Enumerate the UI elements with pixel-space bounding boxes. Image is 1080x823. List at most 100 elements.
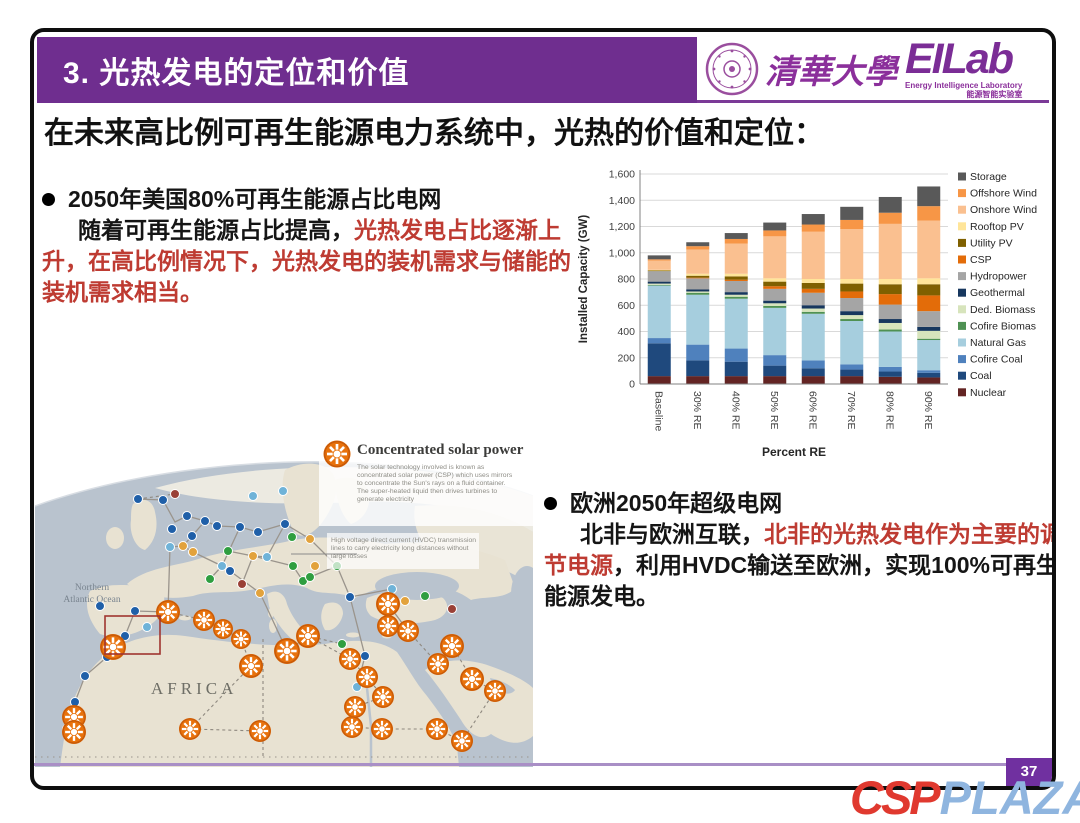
legend-swatch [958, 371, 966, 380]
legend-swatch [958, 238, 966, 247]
bullet1-text-red: 光热发电占比逐渐上升，在高比例情况下，光热发电的装机需求与储能的装机需求相当。 [42, 217, 571, 305]
legend-swatch [958, 288, 966, 297]
x-tick-label: 90% RE [922, 391, 934, 430]
bar-segment [878, 223, 902, 279]
bar-segment [724, 273, 748, 277]
bar-segment [763, 222, 787, 231]
bar-segment [647, 343, 671, 377]
legend-swatch [958, 222, 966, 231]
svg-text:200: 200 [617, 352, 635, 364]
bar-segment [686, 294, 710, 345]
bar-segment [840, 311, 864, 316]
legend-swatch [958, 255, 966, 264]
bar-segment [840, 206, 864, 220]
bar-segment [917, 330, 941, 339]
bar-segment [840, 291, 864, 299]
bar-segment [686, 344, 710, 361]
bar-segment [840, 229, 864, 279]
bar-segment [686, 289, 710, 292]
bar-segment [647, 285, 671, 339]
bar-segment [917, 338, 941, 341]
csp-legend-icon [322, 439, 352, 469]
bar-segment [801, 292, 825, 306]
bar-segment [763, 355, 787, 366]
legend-swatch [958, 172, 966, 181]
legend-swatch [958, 338, 966, 347]
bar-segment [801, 279, 825, 283]
legend-swatch [958, 355, 966, 364]
x-tick-label: 70% RE [845, 391, 857, 430]
bar-segment [917, 370, 941, 373]
bar-segment [763, 307, 787, 356]
legend-label: Onshore Wind [970, 204, 1037, 216]
csp-supergrid-map: Northern Atlantic Ocean AFRICA Concentra… [35, 436, 533, 767]
bullet2-text-red: 北非的光热发电作为主要的调节电源 [544, 521, 1056, 578]
eilab-subtitle-en: Energy Intelligence Laboratory [905, 81, 1023, 90]
y-axis-title: Installed Capacity (GW) [578, 215, 590, 344]
bullet2-text-black2: ，利用HVDC输送至欧洲，实现100%可再生能源发电。 [544, 552, 1056, 609]
bar-segment [647, 255, 671, 260]
chart-legend: Storage Offshore Wind Onshore Wind Rooftop … [958, 171, 1037, 399]
bar-segment [647, 338, 671, 344]
bar-segment [724, 276, 748, 280]
bar-segment [917, 340, 941, 371]
bar-segment [724, 294, 748, 297]
bar-segment [763, 230, 787, 237]
bar-segment [647, 271, 671, 282]
bar-segment [917, 295, 941, 312]
bar-segment [724, 238, 748, 244]
bar-segment [763, 303, 787, 306]
bar-segment [724, 361, 748, 377]
logo-box: 清華大學 EILab Energy Intelligence Laborator… [697, 37, 1049, 103]
bar-segment [686, 275, 710, 278]
bar-segment [763, 236, 787, 279]
svg-text:1,000: 1,000 [609, 247, 635, 259]
bar-segment [878, 322, 902, 330]
bar-segment [840, 219, 864, 230]
bar-segment [801, 282, 825, 289]
chart-bars [647, 186, 941, 384]
footer-divider [34, 763, 1052, 766]
bar-segment [686, 246, 710, 250]
bar-segment [917, 278, 941, 285]
bar-segment [647, 283, 671, 285]
legend-swatch [958, 189, 966, 198]
x-tick-label: 50% RE [768, 391, 780, 430]
cspplaza-watermark: CSPPLAZA [850, 770, 1080, 823]
bar-segment [686, 376, 710, 384]
bar-segment [878, 196, 902, 213]
bar-segment [763, 288, 787, 301]
x-tick-label: 40% RE [729, 391, 741, 430]
bar-segment [647, 284, 671, 286]
csp-annotation-title: Concentrated solar power [357, 442, 524, 458]
bar-segment [763, 376, 787, 384]
bar-segment [686, 277, 710, 279]
continent-label: AFRICA [151, 679, 238, 698]
bar-segment [801, 224, 825, 232]
bar-segment [840, 298, 864, 312]
bar-segment [801, 311, 825, 314]
installed-capacity-chart: 0 200 400 600 800 1,000 1,200 1,400 1,600 Baselin… [574, 158, 1052, 462]
legend-label: Geothermal [970, 287, 1025, 299]
bar-segment [801, 288, 825, 293]
bar-segment [840, 315, 864, 320]
legend-swatch [958, 272, 966, 281]
bar-segment [878, 366, 902, 372]
bar-segment [878, 279, 902, 285]
section-title-bar: 3. 光热发电的定位和价值 [37, 37, 697, 103]
bar-segment [878, 212, 902, 224]
bullet-europe-supergrid: 欧洲2050年超级电网 北非与欧洲互联，北非的光热发电作为主要的调节电源，利用H… [544, 488, 1056, 612]
legend-label: Cofire Coal [970, 354, 1023, 366]
eilab-subtitle: Energy Intelligence Laboratory 能源智能实验室 [905, 81, 1022, 99]
svg-text:0: 0 [629, 379, 635, 391]
university-name: 清華大學 [765, 54, 897, 91]
bar-segment [724, 376, 748, 384]
legend-label: Hydropower [970, 271, 1027, 283]
bar-segment [801, 214, 825, 225]
bar-segment [878, 376, 902, 384]
bar-segment [801, 313, 825, 361]
bar-segment [917, 377, 941, 384]
bar-segment [686, 273, 710, 276]
page-title: 在未来高比例可再生能源电力系统中，光热的价值和定位： [44, 117, 824, 150]
